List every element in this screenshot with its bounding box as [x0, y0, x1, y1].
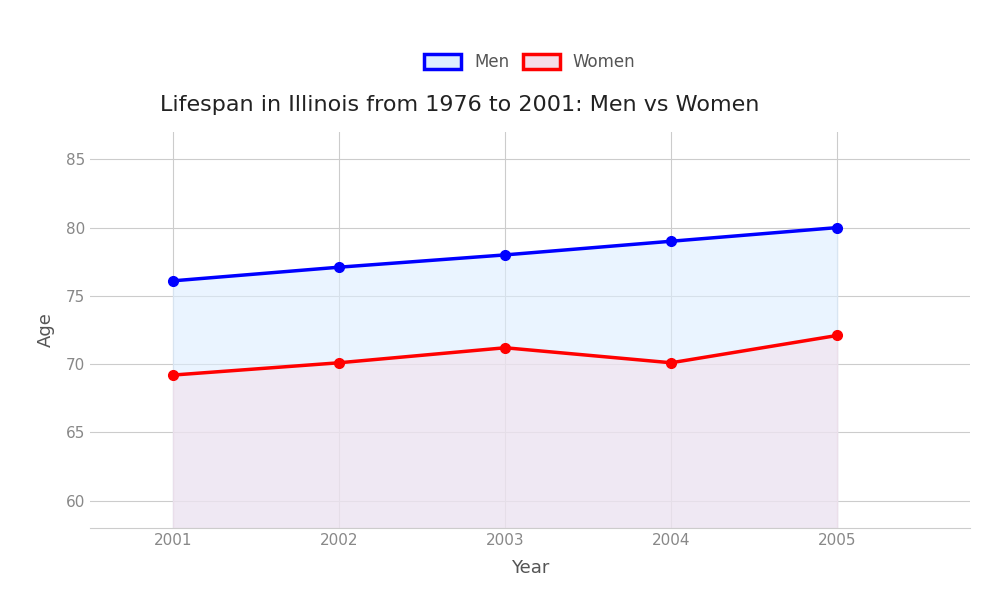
- X-axis label: Year: Year: [511, 559, 549, 577]
- Text: Lifespan in Illinois from 1976 to 2001: Men vs Women: Lifespan in Illinois from 1976 to 2001: …: [160, 95, 760, 115]
- Legend: Men, Women: Men, Women: [424, 53, 636, 71]
- Y-axis label: Age: Age: [37, 313, 55, 347]
